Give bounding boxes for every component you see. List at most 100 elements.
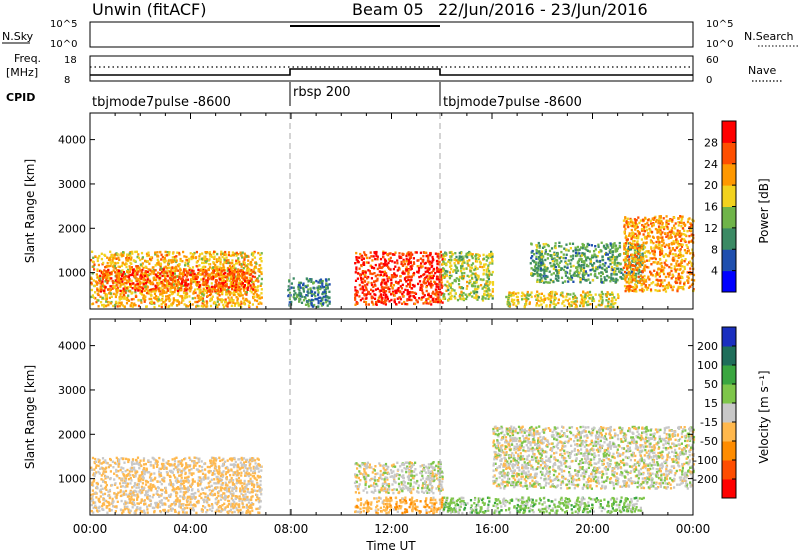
heatmap-cell [256,295,259,299]
heatmap-cell [169,286,172,289]
heatmap-cell [92,256,95,259]
heatmap-cell [225,289,229,292]
heatmap-cell [116,305,119,308]
heatmap-cell [397,267,401,270]
heatmap-cell [156,258,159,261]
heatmap-cell [676,242,679,245]
heatmap-cell [310,280,313,283]
heatmap-cell [404,302,407,306]
heatmap-cell [439,278,442,281]
heatmap-cell [125,262,128,266]
heatmap-cell [223,288,226,291]
heatmap-cell [554,246,557,250]
heatmap-cell [553,305,556,309]
heatmap-cell [153,276,156,279]
heatmap-cell [376,267,379,271]
heatmap-cell [433,292,436,296]
heatmap-cell [461,260,464,264]
heatmap-cell [427,278,430,281]
heatmap-cell [623,242,626,246]
heatmap-cell [633,218,636,221]
heatmap-cell [634,251,637,254]
heatmap-cell [471,262,475,265]
heatmap-cell [647,250,650,253]
heatmap-cell [625,264,629,268]
heatmap-cell [445,263,448,266]
heatmap-cell [609,305,612,309]
heatmap-cell [174,288,177,292]
heatmap-cell [393,298,396,301]
heatmap-cell [114,303,117,307]
heatmap-cell [224,271,227,275]
heatmap-cell [687,286,691,289]
heatmap-cell [324,294,327,297]
heatmap-cell [677,272,680,276]
heatmap-cell [311,305,314,308]
heatmap-cell [606,274,609,278]
heatmap-cell [593,262,596,265]
heatmap-cell [618,253,622,256]
heatmap-cell [186,292,189,295]
heatmap-cell [131,305,134,308]
heatmap-cell [630,246,634,249]
heatmap-cell [675,264,678,267]
heatmap-cell [161,283,164,286]
heatmap-cell [546,275,549,278]
heatmap-cell [246,288,249,291]
heatmap-cell [557,279,560,282]
heatmap-cell [652,261,655,264]
heatmap-cell [253,295,256,298]
heatmap-cell [406,252,409,255]
heatmap-cell [641,255,644,258]
heatmap-cell [176,275,179,278]
heatmap-cell [233,272,236,275]
heatmap-cell [124,275,127,278]
heatmap-cell [485,268,488,271]
heatmap-cell [419,286,422,289]
heatmap-cell [221,284,224,287]
heatmap-cell [409,265,412,268]
heatmap-cell [531,249,534,253]
heatmap-cell [609,293,612,296]
heatmap-cell [474,276,477,279]
heatmap-cell [110,262,113,266]
heatmap-cell [128,277,131,281]
heatmap-cell [130,266,133,269]
heatmap-cell [230,292,233,295]
heatmap-cell [118,258,121,262]
heatmap-cell [624,236,627,239]
heatmap-cell [643,265,646,269]
heatmap-cell [601,300,604,304]
heatmap-cell [105,274,109,277]
heatmap-cell [560,250,563,254]
heatmap-cell [254,261,257,264]
heatmap-cell [161,271,164,274]
heatmap-cell [399,298,402,301]
heatmap-cell [125,265,128,269]
heatmap-cell [616,267,619,270]
heatmap-cell [671,274,674,277]
heatmap-cell [629,271,632,274]
heatmap-cell [491,297,494,300]
heatmap-cell [541,299,544,302]
heatmap-cell [587,265,590,268]
heatmap-cell [115,274,118,277]
heatmap-cell [98,288,101,291]
heatmap-cell [117,256,120,259]
heatmap-cell [439,276,443,279]
heatmap-cell [208,263,211,266]
heatmap-cell [624,217,627,220]
heatmap-cell [603,268,607,272]
heatmap-cell [238,288,241,291]
heatmap-cell [201,299,205,303]
heatmap-cell [627,280,630,283]
heatmap-cell [444,269,447,273]
heatmap-cell [487,283,490,287]
heatmap-cell [183,268,186,271]
heatmap-cell [377,296,380,300]
heatmap-cell [413,284,416,287]
heatmap-cell [431,292,434,295]
heatmap-cell [290,300,293,304]
heatmap-cell [141,262,144,265]
heatmap-cell [539,267,542,270]
